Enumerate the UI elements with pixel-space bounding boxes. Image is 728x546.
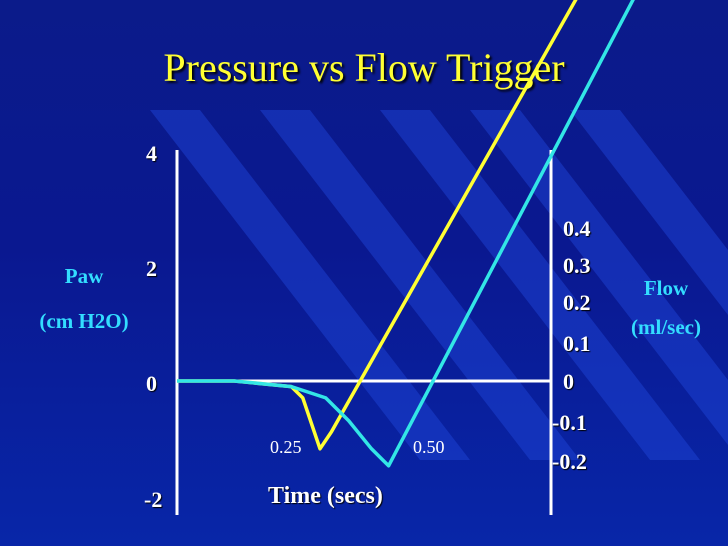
left-tick-neg2: -2 xyxy=(144,487,163,512)
left-tick-0: 0 xyxy=(146,371,157,396)
right-axis-label-line2: (ml/sec) xyxy=(631,315,701,339)
right-tick-0.2: 0.2 xyxy=(563,290,591,315)
left-tick-2: 2 xyxy=(146,256,157,281)
right-tick-0: 0 xyxy=(563,369,574,394)
right-tick-neg0.1: -0.1 xyxy=(552,410,587,435)
x-tick-0.25: 0.25 xyxy=(270,437,302,457)
left-axis-label-line1: Paw xyxy=(64,264,104,288)
right-tick-0.1: 0.1 xyxy=(563,331,591,356)
right-tick-0.3: 0.3 xyxy=(563,253,591,278)
left-axis-label-line2: (cm H2O) xyxy=(39,309,129,333)
x-axis-title: Time (secs) xyxy=(268,483,383,509)
flow-trigger-series xyxy=(177,0,635,468)
right-tick-neg0.2: -0.2 xyxy=(552,449,587,474)
right-tick-0.4: 0.4 xyxy=(563,216,591,241)
right-axis-label-line1: Flow xyxy=(643,276,689,300)
slide-title: Pressure vs Flow Trigger xyxy=(163,45,565,90)
left-tick-4: 4 xyxy=(146,141,157,166)
x-tick-0.50: 0.50 xyxy=(413,437,445,457)
